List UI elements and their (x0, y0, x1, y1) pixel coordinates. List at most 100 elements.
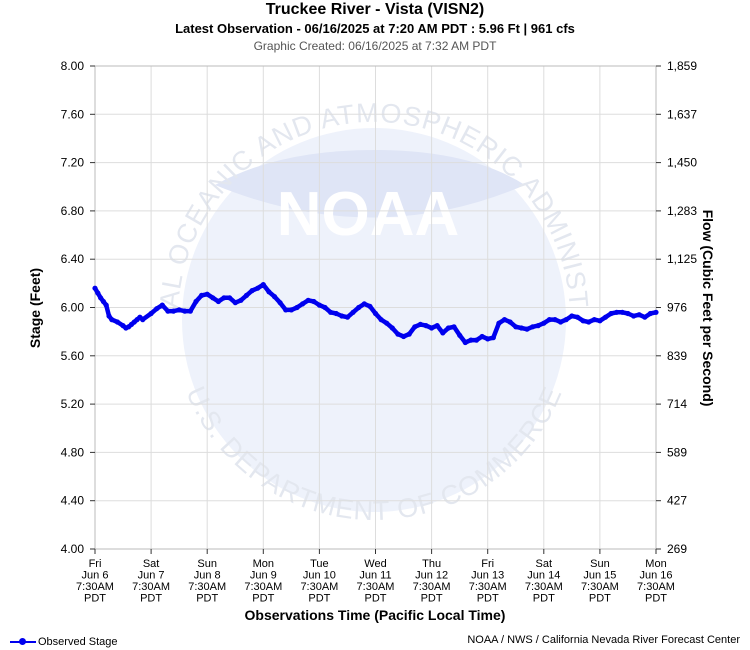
observed-stage-point (148, 310, 154, 317)
x-tick-label-line: 7:30AM (469, 581, 507, 593)
observed-stage-point (350, 309, 356, 315)
x-tick-label-line: Thu (422, 558, 441, 570)
x-tick-label-line: Jun 14 (527, 570, 560, 582)
x-axis-label: Observations Time (Pacific Local Time) (245, 607, 506, 623)
x-tick-label-line: 7:30AM (132, 581, 170, 593)
observed-stage-point (473, 337, 480, 343)
observed-stage-point (614, 309, 620, 315)
observed-stage-point (277, 300, 283, 306)
observed-stage-point (597, 318, 603, 324)
observed-stage-point (92, 285, 98, 291)
observed-stage-point (479, 333, 485, 340)
x-tick-label-line: PDT (140, 593, 162, 605)
observed-stage-point (210, 295, 216, 301)
observed-stage-point (423, 323, 429, 329)
x-tick-label-line: Tue (310, 558, 329, 570)
legend-line-marker-icon (10, 636, 36, 648)
observed-stage-point (311, 298, 317, 305)
x-tick-label-line: Sun (197, 558, 217, 570)
x-tick-label-line: Jun 13 (471, 570, 504, 582)
observed-stage-point (294, 304, 300, 311)
x-tick-label-line: Fri (89, 558, 102, 570)
observed-stage-point (518, 325, 525, 331)
legend-label: Observed Stage (38, 636, 118, 648)
observed-stage-point (530, 324, 536, 330)
observed-stage-point (283, 307, 289, 313)
noaa-logo-text: NOAA (277, 180, 460, 249)
observed-stage-point (569, 313, 575, 319)
observed-stage-point (513, 324, 519, 330)
observed-stage-point (378, 317, 384, 323)
observed-stage-point (344, 314, 351, 320)
observed-stage-point (356, 304, 362, 311)
x-tick-label-line: Jun 11 (359, 570, 391, 582)
observed-stage-point (401, 333, 407, 340)
observed-stage-point (187, 308, 193, 314)
observed-stage-point (541, 320, 547, 326)
x-tick-label-line: 7:30AM (413, 581, 451, 593)
x-tick-label-line: 7:30AM (300, 581, 338, 593)
legend: Observed Stage (10, 636, 118, 648)
observed-stage-point (574, 314, 581, 320)
x-tick-label-line: Wed (364, 558, 386, 570)
observed-stage-point (507, 319, 513, 325)
x-tick-label-line: Jun 7 (138, 570, 165, 582)
y2-tick-label: 714 (667, 397, 687, 411)
x-tick-label: Sat Jun 7 7:30AM PDT (132, 558, 170, 605)
observed-stage-point (412, 324, 418, 330)
observed-stage-point (546, 317, 553, 323)
observed-stage-point (114, 319, 120, 325)
observed-stage-point (591, 317, 597, 323)
observed-stage-point (429, 325, 435, 331)
observed-stage-point (631, 313, 637, 319)
y2-tick-label: 427 (667, 494, 687, 508)
observed-stage-point (103, 302, 109, 308)
x-tick-label: Mon Jun 9 7:30AM PDT (244, 558, 282, 605)
observed-stage-point (182, 308, 188, 314)
y-tick-label: 5.60 (61, 349, 85, 363)
x-tick-label-line: 7:30AM (581, 581, 619, 593)
observed-stage-point (619, 309, 625, 315)
y-tick-label: 7.60 (61, 107, 85, 121)
observed-stage-point (395, 331, 401, 337)
graphic-created-text: Graphic Created: 06/16/2025 at 7:32 AM P… (253, 39, 497, 53)
x-tick-label-line: Jun 9 (250, 570, 277, 582)
observed-stage-point (100, 298, 106, 305)
y2-tick-label: 839 (667, 349, 687, 363)
observed-stage-point (271, 294, 278, 300)
y-tick-label: 5.20 (61, 397, 85, 411)
y2-tick-label: 1,637 (667, 107, 697, 121)
observed-stage-point (563, 317, 569, 323)
observed-stage-point (328, 309, 334, 315)
x-tick-label-line: PDT (365, 593, 387, 605)
observed-stage-point (300, 301, 306, 307)
observed-stage-point (501, 317, 508, 323)
x-tick-label-line: PDT (477, 593, 499, 605)
observed-stage-point (580, 318, 586, 324)
chart-title: Truckee River - Vista (VISN2) (265, 1, 485, 18)
observed-stage-point (417, 321, 423, 327)
x-tick-label-line: Sun (590, 558, 610, 570)
observed-stage-point (457, 332, 463, 338)
observed-stage-point (389, 325, 395, 331)
observed-stage-point (249, 288, 255, 294)
observed-stage-point (608, 310, 614, 317)
observed-stage-point (109, 317, 115, 323)
right-axis-ticks: 269 427 589 714 839 976 1,125 1,283 1,450 1,637 1,… (656, 59, 697, 556)
observed-stage-point (266, 289, 272, 295)
x-tick-label-line: 7:30AM (244, 581, 282, 593)
observed-stage-point (647, 310, 654, 317)
credit-text: NOAA / NWS / California Nevada River For… (467, 634, 740, 646)
x-tick-label: Sun Jun 15 7:30AM PDT (581, 558, 619, 605)
observed-stage-point (322, 304, 328, 311)
observed-stage-point (372, 310, 379, 317)
observed-stage-point (440, 330, 446, 336)
observed-stage-point (496, 320, 502, 326)
latest-observation-subtitle: Latest Observation - 06/16/2025 at 7:20 … (175, 21, 575, 36)
x-tick-label-line: PDT (84, 593, 106, 605)
x-tick-label-line: Mon (645, 558, 666, 570)
observed-stage-point (445, 325, 451, 331)
observed-stage-point (159, 302, 165, 308)
observed-stage-point (485, 336, 491, 342)
